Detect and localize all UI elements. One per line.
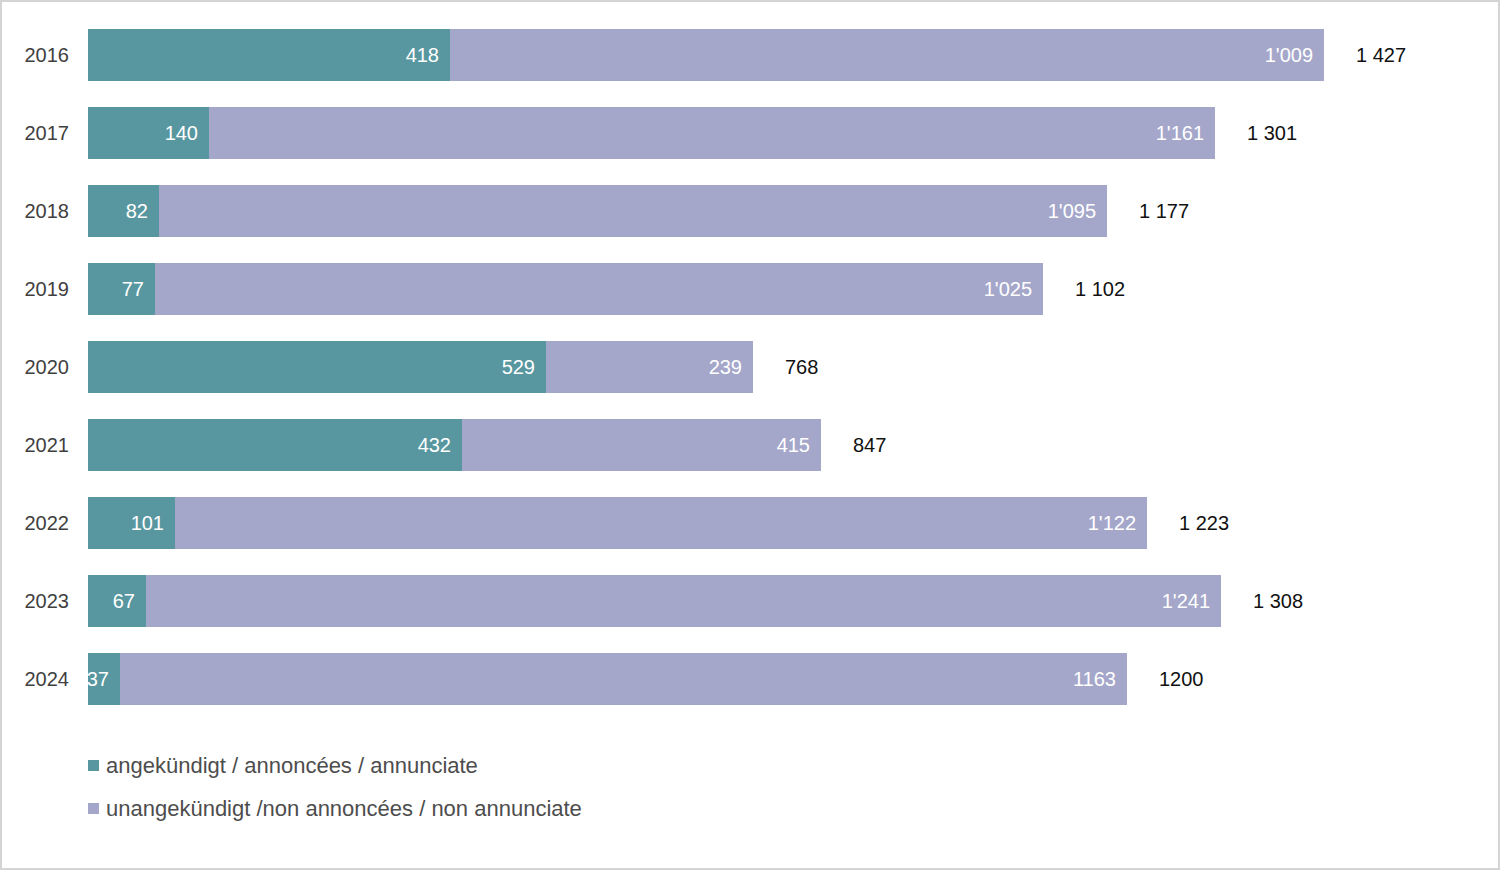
total-label: 1200 — [1159, 668, 1204, 691]
bar-segment-announced: 101 — [88, 497, 175, 549]
bar-stack: 418 1'009 — [88, 29, 1324, 81]
legend-swatch-announced-icon — [88, 760, 99, 771]
bar-segment-unannounced: 1'241 — [146, 575, 1221, 627]
total-label: 1 301 — [1247, 122, 1297, 145]
segment-value-label: 415 — [777, 434, 821, 457]
total-label: 1 177 — [1139, 200, 1189, 223]
category-label: 2023 — [2, 590, 88, 613]
bar-row: 2016 418 1'009 1 427 — [2, 16, 1498, 94]
segment-value-label: 1'122 — [1088, 512, 1147, 535]
segment-value-label: 1'241 — [1162, 590, 1221, 613]
bar-stack: 101 1'122 — [88, 497, 1147, 549]
segment-value-label: 1'009 — [1265, 44, 1324, 67]
bar-row: 2022 101 1'122 1 223 — [2, 484, 1498, 562]
segment-value-label: 140 — [165, 122, 209, 145]
bar-stack: 37 1163 — [88, 653, 1127, 705]
stacked-bar-chart: 20164181'0091 42720171401'1611 301201882… — [2, 2, 1498, 830]
bar-stack: 67 1'241 — [88, 575, 1221, 627]
segment-value-label: 418 — [406, 44, 450, 67]
category-label: 2017 — [2, 122, 88, 145]
chart-page: 20164181'0091 42720171401'1611 301201882… — [0, 0, 1500, 870]
legend-item-announced: angekündigt / annoncées / annunciate — [88, 744, 1498, 787]
bar-stack: 529 239 — [88, 341, 753, 393]
chart-legend: angekündigt / annoncées / annunciate una… — [88, 744, 1498, 830]
legend-label-unannounced: unangekündigt /non annoncées / non annun… — [106, 796, 582, 822]
segment-value-label: 529 — [502, 356, 546, 379]
bar-segment-announced: 82 — [88, 185, 159, 237]
segment-value-label: 77 — [122, 278, 155, 301]
bar-stack: 77 1'025 — [88, 263, 1043, 315]
segment-value-label: 1163 — [1073, 668, 1127, 691]
category-label: 2020 — [2, 356, 88, 379]
bar-segment-announced: 529 — [88, 341, 546, 393]
bar-row: 2021 432 415 847 — [2, 406, 1498, 484]
bar-stack: 140 1'161 — [88, 107, 1215, 159]
bar-segment-announced: 432 — [88, 419, 462, 471]
bar-row: 2023 67 1'241 1 308 — [2, 562, 1498, 640]
bar-segment-unannounced: 1'025 — [155, 263, 1043, 315]
category-label: 2018 — [2, 200, 88, 223]
legend-swatch-unannounced-icon — [88, 803, 99, 814]
bar-segment-unannounced: 1163 — [120, 653, 1127, 705]
bar-segment-announced: 140 — [88, 107, 209, 159]
bar-row: 202437 1163 1200 — [2, 640, 1498, 718]
bar-segment-announced: 418 — [88, 29, 450, 81]
segment-value-label: 1'095 — [1048, 200, 1107, 223]
category-label: 2021 — [2, 434, 88, 457]
bar-segment-unannounced: 1'009 — [450, 29, 1324, 81]
total-label: 768 — [785, 356, 818, 379]
category-label: 2016 — [2, 44, 88, 67]
category-label: 2024 — [2, 668, 88, 691]
bar-stack: 432 415 — [88, 419, 821, 471]
bar-row: 2018 82 1'095 1 177 — [2, 172, 1498, 250]
segment-value-label: 1'025 — [984, 278, 1043, 301]
bar-row: 2020 529 239 768 — [2, 328, 1498, 406]
bar-row: 2017 140 1'161 1 301 — [2, 94, 1498, 172]
segment-value-label: 101 — [131, 512, 175, 535]
bar-stack: 82 1'095 — [88, 185, 1107, 237]
segment-value-label: 82 — [126, 200, 159, 223]
bar-segment-unannounced: 1'122 — [175, 497, 1147, 549]
legend-label-announced: angekündigt / annoncées / annunciate — [106, 753, 478, 779]
bar-segment-unannounced: 1'095 — [159, 185, 1107, 237]
bar-segment-unannounced: 239 — [546, 341, 753, 393]
category-label: 2022 — [2, 512, 88, 535]
segment-value-label: 1'161 — [1156, 122, 1215, 145]
total-label: 1 308 — [1253, 590, 1303, 613]
legend-item-unannounced: unangekündigt /non annoncées / non annun… — [88, 787, 1498, 830]
bar-segment-announced: 77 — [88, 263, 155, 315]
chart-rows: 20164181'0091 42720171401'1611 301201882… — [2, 16, 1498, 718]
bar-segment-unannounced: 1'161 — [209, 107, 1215, 159]
segment-value-label: 239 — [709, 356, 753, 379]
segment-value-label: 432 — [418, 434, 462, 457]
category-label: 2019 — [2, 278, 88, 301]
bar-row: 2019 77 1'025 1 102 — [2, 250, 1498, 328]
total-label: 1 102 — [1075, 278, 1125, 301]
segment-value-label: 67 — [113, 590, 146, 613]
bar-segment-unannounced: 415 — [462, 419, 821, 471]
bar-segment-announced: 67 — [88, 575, 146, 627]
total-label: 1 427 — [1356, 44, 1406, 67]
segment-value-label: 37 — [87, 668, 120, 691]
total-label: 847 — [853, 434, 886, 457]
bar-segment-announced: 37 — [88, 653, 120, 705]
total-label: 1 223 — [1179, 512, 1229, 535]
